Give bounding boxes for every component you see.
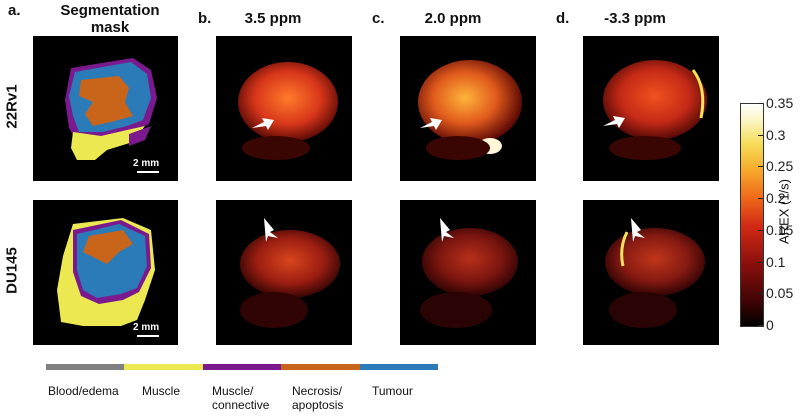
colorbar bbox=[740, 103, 764, 327]
scalebar-label-du145: 2 mm bbox=[133, 322, 160, 333]
segmentation-mask-22rv1: 2 mm bbox=[33, 36, 178, 181]
legend-label-muscle: Muscle bbox=[142, 384, 181, 398]
colorbar-tick-label: 0.2 bbox=[766, 190, 786, 206]
panel-title-b: 3.5 ppm bbox=[244, 10, 302, 27]
legend-swatch bbox=[46, 364, 125, 370]
arex-map-du145-minus3-3ppm bbox=[583, 200, 719, 345]
legend-label-muscle-connective: Muscle/ connective bbox=[212, 384, 270, 412]
colorbar-tick-label: 0.35 bbox=[766, 95, 794, 111]
arex-map-du145-3-5ppm bbox=[216, 200, 352, 345]
row-label-du145: DU145 bbox=[3, 247, 21, 294]
colorbar-tick-label: 0.05 bbox=[766, 285, 794, 301]
panel-letter-d: d. bbox=[556, 10, 570, 27]
panel-title-a: Segmentation mask bbox=[60, 2, 160, 36]
colorbar-tick-mark bbox=[758, 166, 763, 167]
colorbar-tick-mark bbox=[758, 262, 763, 263]
legend-swatch bbox=[359, 364, 439, 370]
panel-title-d: -3.3 ppm bbox=[604, 10, 666, 27]
scalebar-label-22rv1: 2 mm bbox=[133, 158, 160, 169]
panel-letter-b: b. bbox=[198, 10, 212, 27]
legend-label-tumour: Tumour bbox=[372, 384, 413, 398]
segmentation-mask-du145: 2 mm bbox=[33, 200, 178, 345]
colorbar-tick-label: 0.3 bbox=[766, 127, 786, 143]
arex-map-22rv1-minus3-3ppm bbox=[583, 36, 719, 181]
panel-letter-a: a. bbox=[8, 2, 21, 19]
row-label-22rv1: 22Rv1 bbox=[3, 84, 21, 129]
arex-map-du145-2-0ppm bbox=[400, 200, 536, 345]
legend-colorbar bbox=[46, 364, 439, 370]
colorbar-tick-mark bbox=[758, 230, 763, 231]
legend-label-blood-edema: Blood/edema bbox=[48, 384, 119, 398]
colorbar-tick-mark bbox=[758, 325, 763, 326]
colorbar-label: AREX (1/s) bbox=[776, 179, 792, 245]
colorbar-tick-label: 0.1 bbox=[766, 254, 786, 270]
colorbar-tick-label: 0 bbox=[766, 317, 774, 333]
panel-letter-c: c. bbox=[372, 10, 385, 27]
legend-swatch bbox=[202, 364, 282, 370]
arex-map-22rv1-2-0ppm bbox=[400, 36, 536, 181]
colorbar-tick-mark bbox=[758, 103, 763, 104]
legend-label-necrosis-apoptosis: Necrosis/ apoptosis bbox=[292, 384, 344, 412]
colorbar-tick-mark bbox=[758, 198, 763, 199]
colorbar-tick-mark bbox=[758, 293, 763, 294]
colorbar-tick-mark bbox=[758, 135, 763, 136]
colorbar-tick-label: 0.15 bbox=[766, 222, 794, 238]
panel-title-c: 2.0 ppm bbox=[424, 10, 482, 27]
arex-map-22rv1-3-5ppm bbox=[216, 36, 352, 181]
colorbar-tick-label: 0.25 bbox=[766, 158, 794, 174]
legend-swatch bbox=[281, 364, 360, 370]
colorbar-ticks: 0.35 0.3 0.25 0.2 0.15 0.1 0.05 0 bbox=[758, 95, 800, 333]
legend-swatch bbox=[124, 364, 203, 370]
